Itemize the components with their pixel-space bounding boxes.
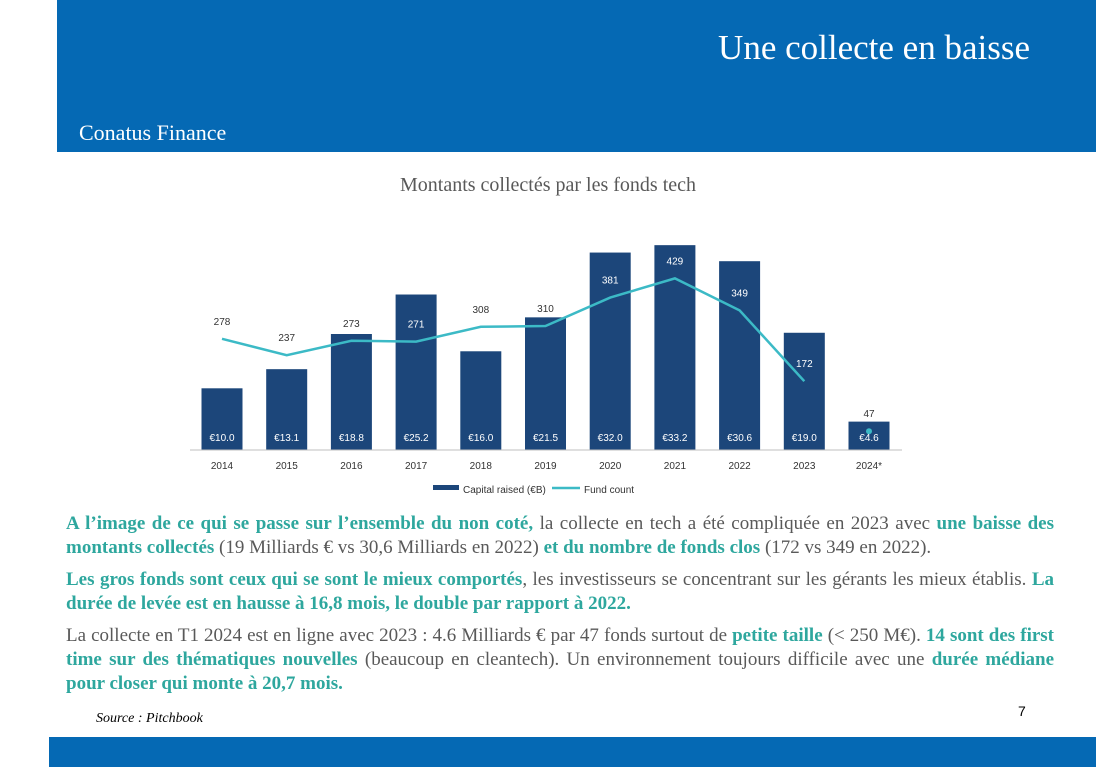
bar-2019 [525,317,566,450]
fund-count-label: 271 [408,320,425,331]
bar-value-label: €19.0 [792,433,817,444]
x-tick-label: 2015 [276,461,299,472]
fund-count-label: 172 [796,359,813,370]
body-text-segment: (< 250 M€). [822,625,926,646]
bar-2023 [783,332,825,450]
x-tick-label: 2022 [728,461,751,472]
x-tick-label: 2016 [340,461,363,472]
fund-count-label: 349 [731,288,748,299]
paragraph-3: La collecte en T1 2024 est en ligne avec… [66,624,1054,696]
body-text: A l’image de ce qui se passe sur l’ensem… [66,512,1054,704]
bar-value-label: €32.0 [598,433,623,444]
bar-2020 [589,252,631,450]
bar-2022 [719,261,761,450]
slide-header: Une collecte en baisse Conatus Finance [57,0,1096,152]
bar-2018 [460,351,502,450]
bar-value-label: €10.0 [209,433,234,444]
x-tick-label: 2018 [470,461,493,472]
body-text-segment: (19 Milliards € vs 30,6 Milliards en 202… [214,537,544,558]
slide-footer [49,737,1096,767]
highlight-text: et du nombre de fonds clos [543,537,761,558]
x-tick-label: 2017 [405,461,428,472]
x-tick-label: 2020 [599,461,622,472]
bar-value-label: €18.8 [339,433,364,444]
fund-count-label: 47 [863,409,875,420]
legend-fund-count: Fund count [584,485,634,496]
bar-value-label: €25.2 [404,433,429,444]
bar-value-label: €21.5 [533,433,558,444]
bar-2015 [266,369,308,450]
bar-value-label: €33.2 [662,433,687,444]
highlight-text: 14 sont des first time sur des thématiqu… [66,625,1055,670]
fund-count-point-2024 [866,428,872,435]
fund-count-label: 310 [537,304,554,315]
paragraph-1: A l’image de ce qui se passe sur l’ensem… [66,512,1054,560]
highlight-text: petite taille [732,625,823,646]
bar-value-label: €13.1 [274,433,299,444]
fund-count-label: 273 [343,319,360,330]
body-text-segment: la collecte en tech a été compliquée en … [533,513,937,534]
highlight-text: A l’image de ce qui se passe sur l’ensem… [66,513,534,534]
page-number: 7 [1018,703,1026,719]
capital-raised-chart: €10.0 2014 278 €13.1 2015 237 €18.8 2016 273 €25.… [190,245,902,496]
highlight-text: Les gros fonds sont ceux qui se sont le … [66,569,523,590]
bar-2016 [330,334,372,450]
x-tick-label: 2019 [534,461,557,472]
fund-count-label: 429 [667,256,684,267]
x-tick-label: 2014 [211,461,234,472]
x-tick-label: 2023 [793,461,816,472]
legend-capital-raised: Capital raised (€B) [463,485,546,496]
bar-2021 [654,245,696,450]
bar-2017 [395,294,437,450]
highlight-text: La durée de levée est en hausse à 16,8 m… [66,569,1055,614]
bar-2024* [848,421,890,450]
body-text-segment: La collecte en T1 2024 est en ligne avec… [66,625,733,646]
fund-count-line [221,277,806,383]
bar-value-label: €30.6 [727,433,752,444]
body-text-segment: (172 vs 349 en 2022). [760,537,932,558]
body-text-segment: (beaucoup en cleantech). Un environnemen… [357,649,932,670]
paragraph-2: Les gros fonds sont ceux qui se sont le … [66,568,1054,616]
body-text-segment: , les investisseurs se concentrant sur l… [522,569,1032,590]
x-tick-label: 2024* [856,461,882,472]
fund-count-label: 308 [472,305,489,316]
chart-title: Montants collectés par les fonds tech [399,174,697,196]
fund-count-label: 381 [602,276,619,287]
bar-value-label: €4.6 [859,433,879,444]
source-note: Source : Pitchbook [96,711,203,726]
highlight-text: durée médiane pour closer qui monte à 20… [66,649,1055,694]
highlight-text: une baisse des montants collectés [66,513,1055,558]
fund-count-label: 278 [214,317,231,328]
legend-bar-swatch [433,485,459,490]
bar-2014 [201,388,243,450]
brand-name: Conatus Finance [79,120,227,145]
bar-value-label: €16.0 [468,433,493,444]
x-tick-label: 2021 [664,461,687,472]
fund-count-label: 237 [278,333,295,344]
slide-title: Une collecte en baisse [718,28,1030,67]
